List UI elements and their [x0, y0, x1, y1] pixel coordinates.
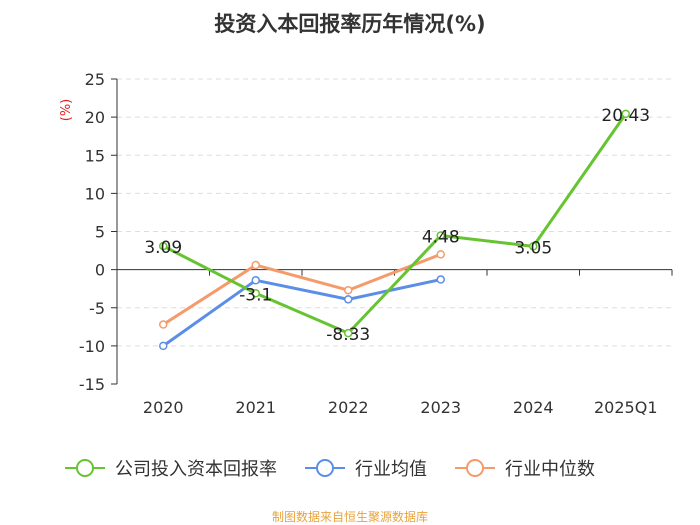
legend-marker [76, 459, 94, 477]
series-point [344, 295, 353, 304]
data-label: -3.1 [239, 285, 272, 305]
legend-label: 公司投入资本回报率 [115, 459, 277, 480]
y-tick-label: 5 [95, 223, 105, 242]
legend-marker [466, 459, 484, 477]
y-tick-label: 20 [85, 108, 105, 127]
series-point [251, 289, 260, 298]
y-tick-label: 15 [85, 146, 105, 165]
x-tick-label: 2022 [328, 398, 369, 417]
y-tick-label: 10 [85, 184, 105, 203]
x-tick-label: 2020 [143, 398, 184, 417]
legend-marker [316, 459, 334, 477]
series-line [162, 112, 627, 335]
label-layer: 3.09 -3.1 -8.33 4.48 3.05 20.43 [144, 106, 650, 345]
data-label: 20.43 [601, 106, 650, 126]
line-chart: 25 20 15 10 5 0 -5 -10 -15 2020 2021 2022 2023 2024 20… [59, 70, 673, 480]
x-tick-label: 2024 [513, 398, 554, 417]
series-point [159, 341, 168, 351]
y-tick-label: -5 [89, 299, 105, 318]
series-layer [159, 109, 630, 351]
legend-label: 行业均值 [355, 459, 427, 480]
legend-label: 行业中位数 [505, 459, 595, 480]
series-line [162, 252, 442, 326]
series-point [159, 320, 168, 329]
series-point [529, 242, 538, 251]
x-tick-label: 2025Q1 [594, 398, 658, 417]
x-tick-label: 2023 [420, 398, 461, 417]
y-tick-label: -10 [79, 337, 105, 356]
series-point [251, 260, 260, 270]
source-footer: 制图数据来自恒生聚源数据库 [271, 510, 428, 524]
data-label: -8.33 [326, 325, 370, 345]
y-tick-label: -15 [79, 375, 105, 394]
series-point [436, 275, 445, 284]
chart-title: 投资入本回报率历年情况(%) [214, 12, 486, 36]
data-label: 4.48 [422, 227, 460, 247]
series-point [159, 241, 168, 251]
series-point [621, 109, 630, 119]
y-axis-label: (%) [59, 99, 74, 122]
y-tick-label: 25 [85, 70, 105, 89]
series-point [251, 276, 260, 285]
legend: 公司投入资本回报率 行业均值 行业中位数 [65, 459, 595, 480]
series-point [436, 250, 445, 259]
y-tick-label: 0 [95, 261, 105, 280]
series-point [344, 328, 353, 338]
x-tick-label: 2021 [235, 398, 276, 417]
data-label: 3.05 [514, 238, 552, 258]
grid-layer [117, 78, 672, 347]
series-point [436, 231, 445, 240]
series-line [162, 278, 442, 348]
data-label: 3.09 [144, 238, 182, 258]
series-point [344, 285, 353, 295]
